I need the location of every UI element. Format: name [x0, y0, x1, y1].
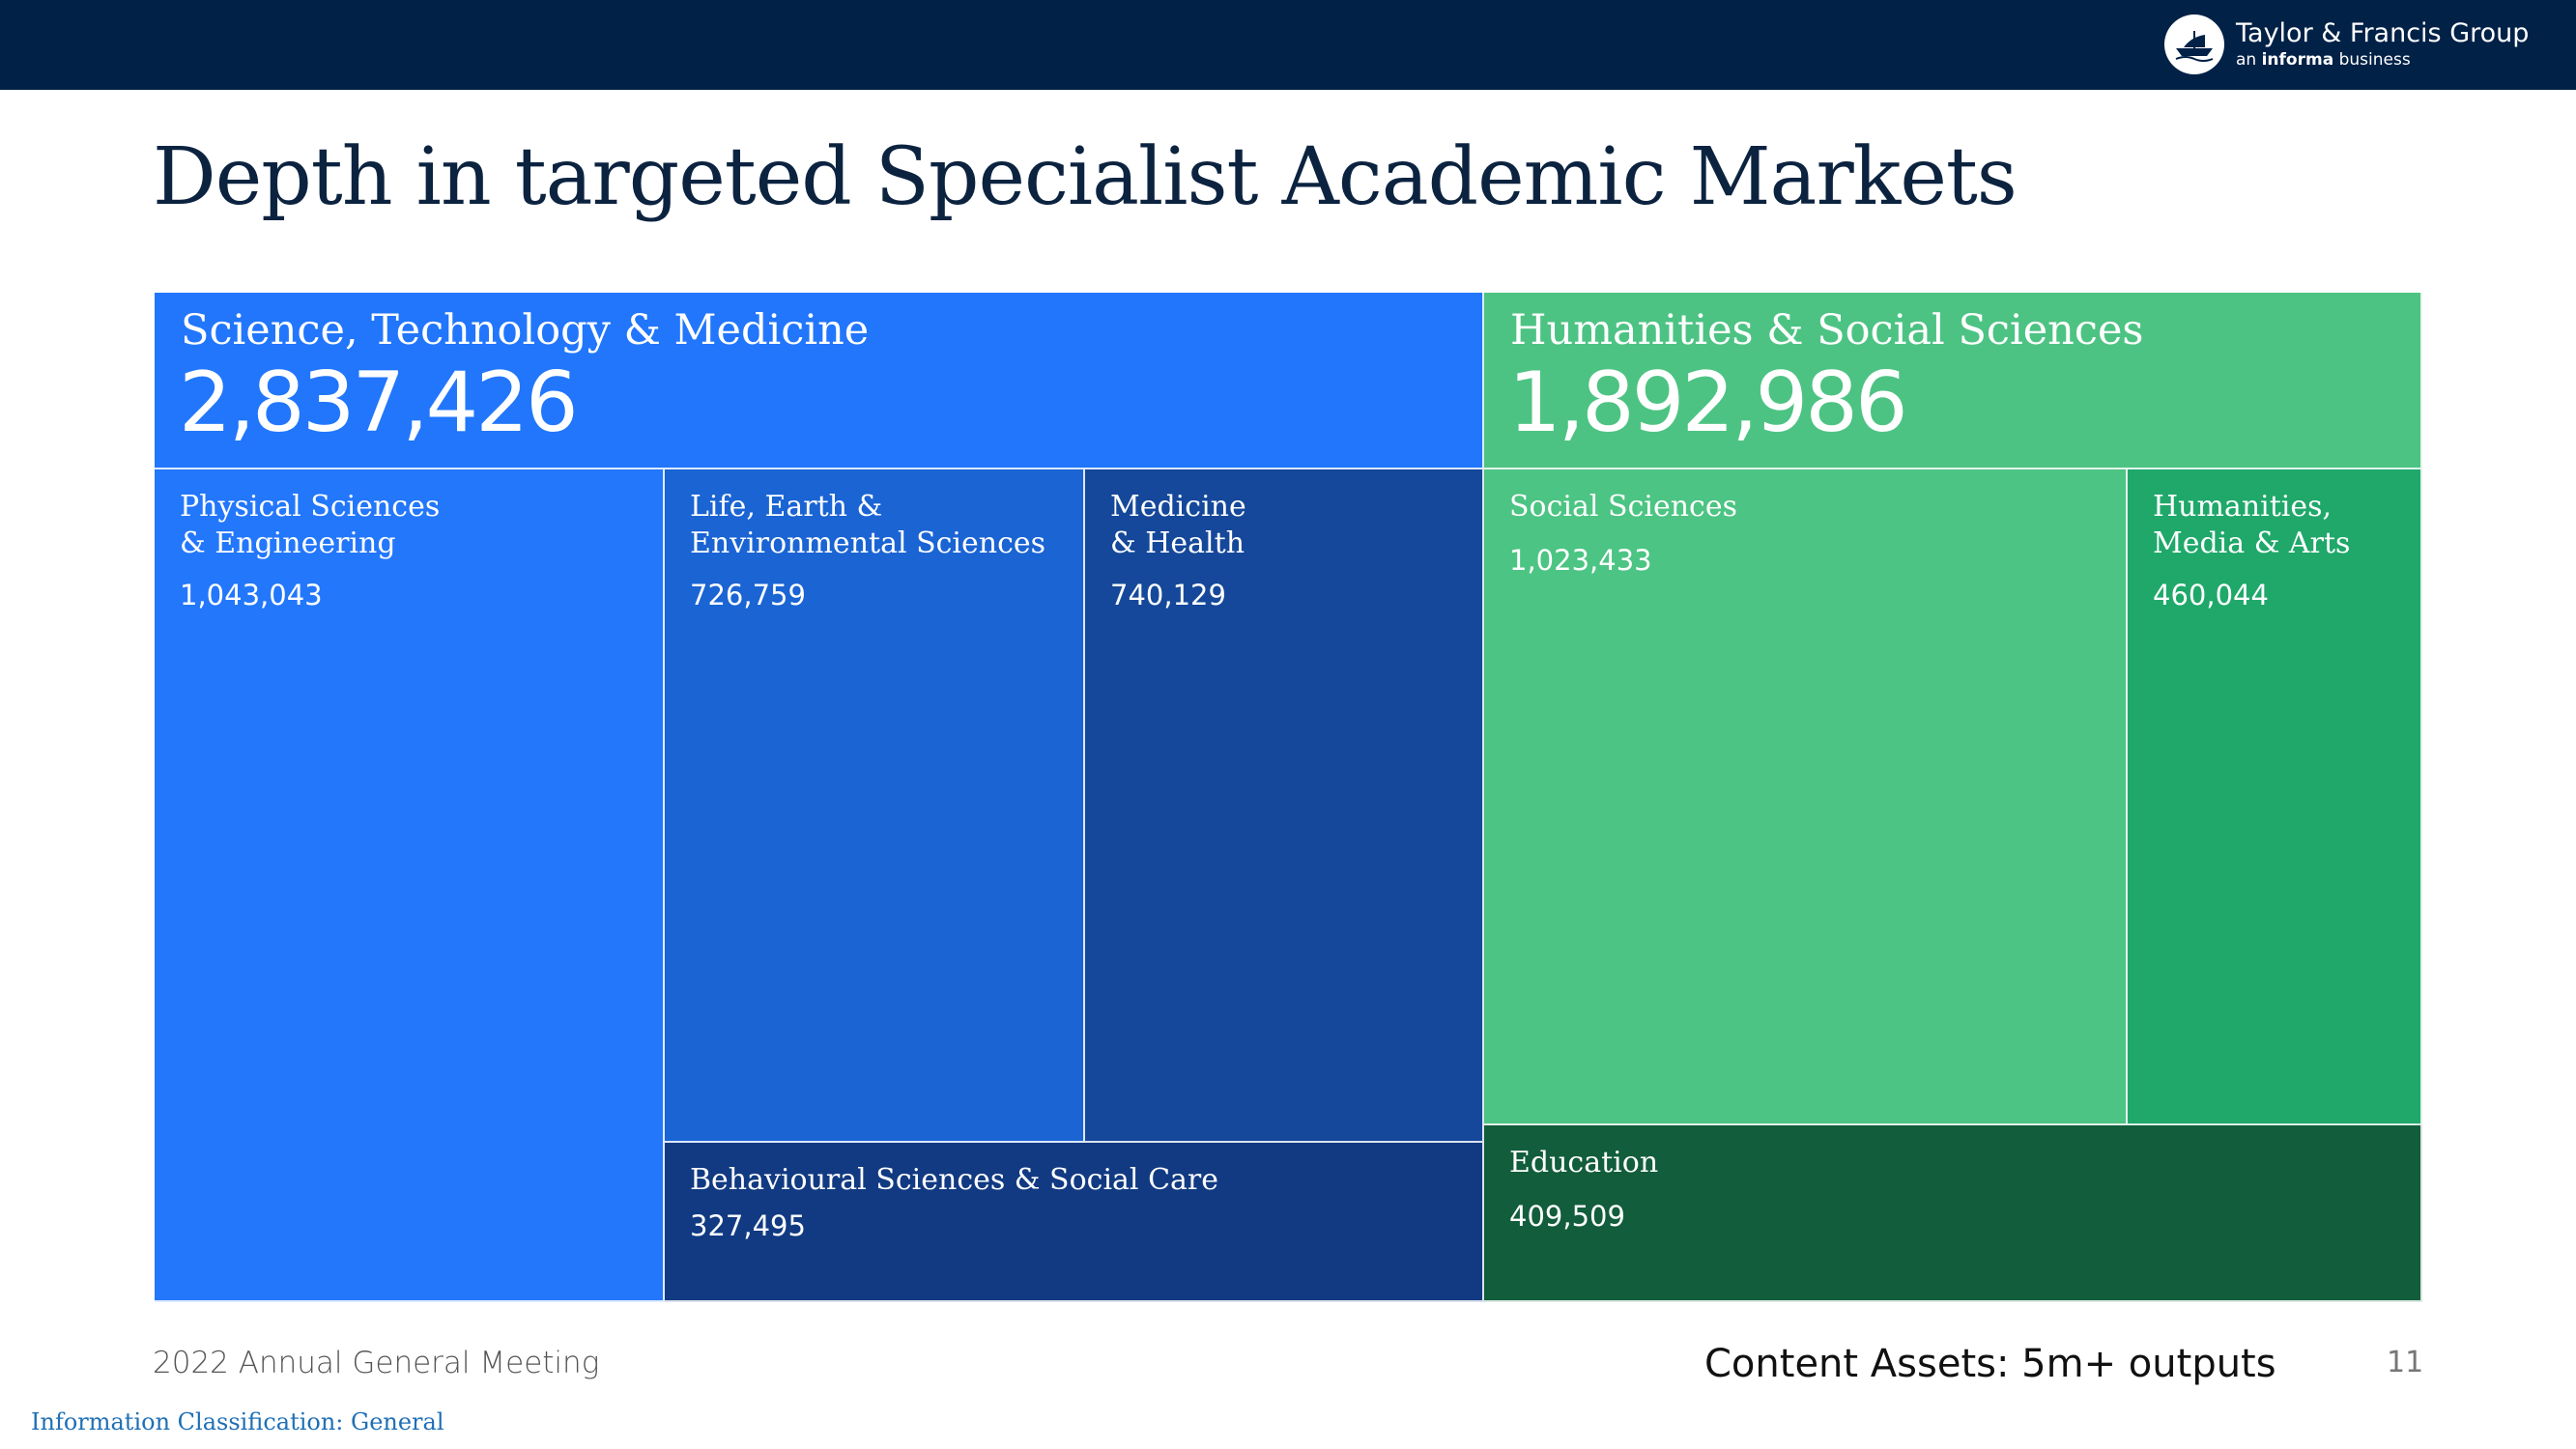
group-tile-humanities-social-sciences: Humanities & Social Sciences 1,892,986 [1484, 293, 2422, 469]
meeting-name: 2022 Annual General Meeting [153, 1346, 600, 1380]
information-classification: Information Classification: General [31, 1408, 444, 1435]
treemap-tile-education: Education 409,509 [1484, 1125, 2422, 1302]
taylor-francis-logo: Taylor & Francis Group an informa busine… [2164, 14, 2529, 75]
tile-label: Medicine & Health [1110, 490, 1246, 560]
treemap-tile-life-earth-environmental-sciences: Life, Earth & Environmental Sciences 726,… [665, 469, 1085, 1143]
tile-value: 460,044 [2153, 579, 2269, 611]
tile-value: 327,495 [690, 1209, 806, 1242]
tile-value: 1,043,043 [180, 579, 323, 611]
treemap-tile-behavioural-sciences-social-care: Behavioural Sciences & Social Care 327,49… [665, 1143, 1484, 1302]
content-assets-note: Content Assets: 5m+ outputs [1704, 1342, 2276, 1386]
treemap-tile-medicine-health: Medicine & Health 740,129 [1085, 469, 1484, 1143]
tile-value: 726,759 [690, 579, 806, 611]
group-label: Science, Technology & Medicine [181, 306, 870, 355]
slide-title: Depth in targeted Specialist Academic Ma… [153, 131, 2018, 223]
top-bar: Taylor & Francis Group an informa busine… [0, 0, 2576, 90]
treemap-tile-physical-sciences-engineering: Physical Sciences & Engineering 1,043,043 [155, 469, 665, 1302]
group-tile-science-technology-medicine: Science, Technology & Medicine 2,837,426 [155, 293, 1484, 469]
page-number: 11 [2387, 1346, 2424, 1379]
tile-value: 1,023,433 [1509, 544, 1652, 577]
tile-label: Behavioural Sciences & Social Care [690, 1163, 1219, 1197]
group-label: Humanities & Social Sciences [1510, 306, 2144, 355]
ship-logo-icon [2164, 14, 2224, 74]
group-total: 2,837,426 [179, 355, 579, 451]
tile-label: Social Sciences [1509, 490, 1738, 524]
group-total: 1,892,986 [1508, 355, 1908, 451]
tile-label: Humanities, Media & Arts [2153, 490, 2351, 560]
tile-value: 409,509 [1509, 1200, 1625, 1233]
tile-value: 740,129 [1110, 579, 1226, 611]
tile-label: Education [1509, 1146, 1659, 1179]
treemap-tile-social-sciences: Social Sciences 1,023,433 [1484, 469, 2128, 1125]
tile-label: Physical Sciences & Engineering [180, 490, 441, 560]
company-name: Taylor & Francis Group [2236, 18, 2530, 48]
tile-label: Life, Earth & Environmental Sciences [690, 490, 1046, 560]
company-tagline: an informa business [2236, 50, 2411, 70]
treemap-tile-humanities-media-arts: Humanities, Media & Arts 460,044 [2128, 469, 2422, 1125]
